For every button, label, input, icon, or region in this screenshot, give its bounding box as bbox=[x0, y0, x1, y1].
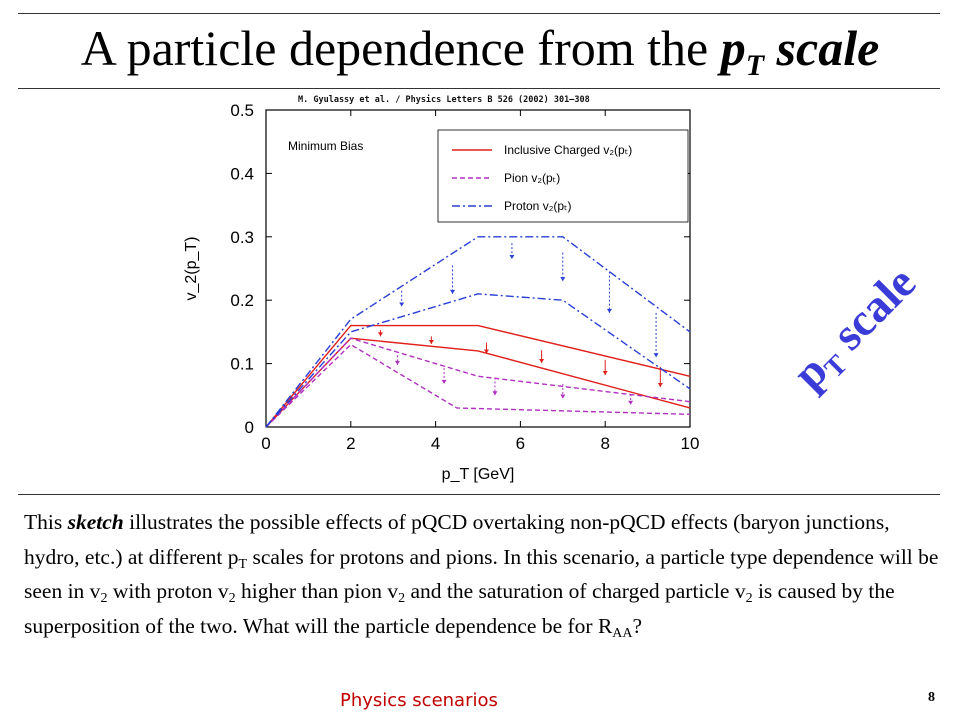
body-sub-2a: 2 bbox=[100, 591, 108, 606]
title-subscript: T bbox=[745, 49, 765, 82]
x-axis-label: p_T [GeV] bbox=[442, 466, 515, 483]
chart-annotation: Minimum Bias bbox=[288, 139, 363, 153]
legend-label-2: Proton v₂(pₜ) bbox=[504, 199, 572, 213]
body-text-4: with proton v bbox=[107, 579, 229, 603]
series-0-arrowhead-1 bbox=[428, 339, 434, 344]
legend-label-0: Inclusive Charged v₂(pₜ) bbox=[504, 143, 632, 157]
series-0-arrowhead-2 bbox=[483, 349, 489, 354]
y-tick-label: 0.3 bbox=[230, 228, 254, 247]
series-2-arrowhead-4 bbox=[606, 308, 612, 313]
y-axis-label: v_2(p_T) bbox=[183, 236, 200, 300]
series-0-arrowhead-0 bbox=[377, 332, 383, 337]
footer-section-label: Physics scenarios bbox=[340, 690, 498, 711]
series-0-arrowhead-3 bbox=[539, 358, 545, 363]
title-rule bbox=[18, 88, 940, 89]
series-0-arrowhead-5 bbox=[657, 383, 663, 388]
x-tick-label: 8 bbox=[600, 434, 609, 453]
body-sub-2d: 2 bbox=[745, 591, 753, 606]
body-rule bbox=[18, 494, 940, 495]
series-2-arrowhead-5 bbox=[653, 353, 659, 358]
y-tick-label: 0.5 bbox=[230, 101, 254, 120]
body-text-6: and the saturation of charged particle v bbox=[405, 579, 746, 603]
y-tick-label: 0.4 bbox=[230, 164, 254, 183]
legend-label-1: Pion v₂(pₜ) bbox=[504, 171, 560, 185]
series-2-band-0 bbox=[265, 236, 691, 428]
body-sub-aa: AA bbox=[612, 625, 633, 641]
body-sketch-word: sketch bbox=[67, 510, 124, 534]
y-tick-label: 0.1 bbox=[230, 355, 254, 374]
slide-title: A particle dependence from the pT scale bbox=[0, 18, 960, 96]
body-text-8: ? bbox=[632, 613, 643, 638]
series-1-arrowhead-1 bbox=[441, 379, 447, 384]
series-0-band-1 bbox=[265, 337, 691, 428]
x-tick-label: 6 bbox=[516, 434, 525, 453]
title-prefix: A particle dependence from the bbox=[80, 20, 721, 76]
series-1-arrowhead-4 bbox=[628, 400, 634, 405]
body-sub-2b: 2 bbox=[228, 591, 236, 606]
series-2-arrowhead-0 bbox=[399, 302, 405, 307]
citation: M. Gyulassy et al. / Physics Letters B 5… bbox=[298, 95, 590, 105]
top-rule bbox=[18, 13, 940, 14]
body-text-1: This bbox=[24, 510, 68, 534]
body-text-2: illustrates the possible effects of pQCD… bbox=[24, 510, 890, 569]
x-tick-label: 2 bbox=[346, 434, 355, 453]
title-p: p bbox=[720, 20, 746, 76]
body-text-3: scales for protons and pions. In this sc… bbox=[24, 544, 939, 604]
body-paragraph: This sketch illustrates the possible eff… bbox=[24, 505, 944, 643]
y-tick-label: 0.2 bbox=[230, 291, 254, 310]
series-0-band-0 bbox=[265, 324, 691, 428]
series-1-arrowhead-0 bbox=[394, 360, 400, 365]
pt-scale-label: pT scale bbox=[780, 219, 960, 403]
series-2-band-1 bbox=[265, 293, 691, 428]
series-2-arrowhead-3 bbox=[560, 277, 566, 282]
body-sub-t: T bbox=[238, 556, 248, 572]
plot-frame bbox=[265, 109, 691, 428]
series-0-arrowhead-4 bbox=[602, 371, 608, 376]
x-tick-label: 0 bbox=[261, 434, 270, 453]
series-2-arrowhead-1 bbox=[450, 289, 456, 294]
series-1-arrowhead-3 bbox=[560, 394, 566, 399]
body-sub-2c: 2 bbox=[398, 591, 406, 606]
series-1-band-1 bbox=[265, 343, 691, 428]
v2-chart: 0 2 4 6 8 10 0 0.1 0.2 0.3 0.4 0.5 p_T [GeV] v_2(p_T)… bbox=[183, 101, 700, 483]
series-2-arrowhead-2 bbox=[509, 254, 515, 259]
y-tick-label: 0 bbox=[245, 418, 254, 437]
page-number: 8 bbox=[928, 690, 935, 705]
title-suffix: scale bbox=[764, 20, 880, 76]
x-tick-label: 4 bbox=[431, 434, 440, 453]
series-1-band-0 bbox=[265, 337, 691, 428]
body-text-7: is caused by the superposition of the tw… bbox=[24, 579, 895, 638]
body-text-5: higher than pion v bbox=[235, 579, 399, 603]
series-1-arrowhead-2 bbox=[492, 391, 498, 396]
x-tick-label: 10 bbox=[681, 434, 700, 453]
